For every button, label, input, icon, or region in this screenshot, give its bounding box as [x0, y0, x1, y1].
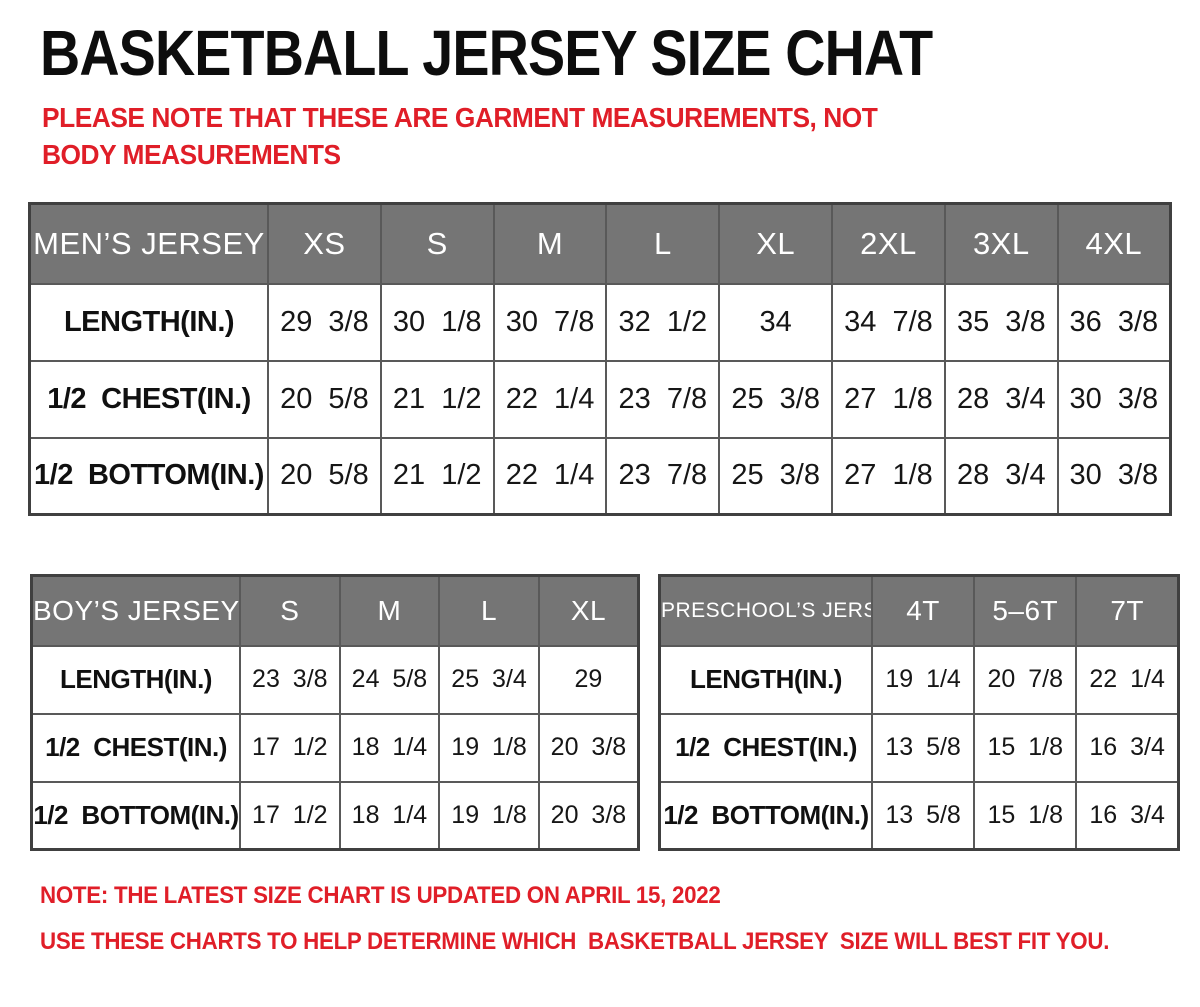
- size-value-cell: 35 3/8: [943, 282, 1059, 362]
- size-value-cell: 20 5/8: [267, 359, 382, 439]
- update-date-note: NOTE: THE LATEST SIZE CHART IS UPDATED O…: [40, 882, 721, 909]
- size-value-cell: 19 1/8: [438, 712, 540, 783]
- size-value-cell: 17 1/2: [239, 780, 341, 851]
- size-value-cell: 23 7/8: [605, 436, 721, 516]
- size-value-cell: 16 3/4: [1075, 780, 1180, 851]
- table-title: MEN’S JERSEY: [28, 202, 269, 285]
- boys-jersey-size-table: BOY’S JERSEY S M L XL LENGTH(IN.) 23 3/8 24 5/8…: [30, 574, 640, 851]
- size-value-cell: 18 1/4: [338, 712, 441, 783]
- size-value-cell: 19 1/8: [438, 780, 540, 851]
- size-value-cell: 32 1/2: [605, 282, 721, 362]
- size-value-cell: 34 7/8: [831, 282, 946, 362]
- size-value-cell: 19 1/4: [870, 644, 976, 715]
- size-value-cell: 15 1/8: [973, 712, 1078, 783]
- size-column-header: 4XL: [1056, 202, 1172, 285]
- size-value-cell: 20 7/8: [973, 644, 1078, 715]
- row-label: 1/2 CHEST(IN.): [28, 359, 269, 439]
- row-label: 1/2 BOTTOM(IN.): [30, 780, 241, 851]
- preschools-jersey-size-table: PRESCHOOL’S JERSEY4T5–6T7TLENGTH(IN.)19 …: [658, 574, 1180, 851]
- size-value-cell: 28 3/4: [943, 436, 1059, 516]
- size-value-cell: 29: [537, 644, 640, 715]
- size-value-cell: 20 3/8: [537, 780, 640, 851]
- size-column-header: 4T: [870, 574, 976, 647]
- size-column-header: XL: [537, 574, 640, 647]
- size-value-cell: 21 1/2: [379, 436, 495, 516]
- size-column-header: S: [379, 202, 495, 285]
- header-row: MEN’S JERSEY XS S M L XL 2XL 3XL 4XL: [28, 202, 1172, 285]
- size-value-cell: 15 1/8: [973, 780, 1078, 851]
- size-value-cell: 22 1/4: [492, 359, 608, 439]
- measurement-row: 1/2 BOTTOM(IN.) 13 5/8 15 1/8 16 3/4: [658, 780, 1180, 851]
- size-value-cell: 18 1/4: [338, 780, 441, 851]
- row-label: LENGTH(IN.): [658, 644, 873, 715]
- size-value-cell: 25 3/4: [438, 644, 540, 715]
- row-label: 1/2 CHEST(IN.): [658, 712, 873, 783]
- size-column-header: M: [492, 202, 608, 285]
- size-value-cell: 36 3/8: [1056, 282, 1172, 362]
- size-column-header: XL: [718, 202, 834, 285]
- measurement-row: LENGTH(IN.) 29 3/8 30 1/8 30 7/8 32 1/2 34 34 …: [28, 282, 1172, 362]
- size-value-cell: 25 3/8: [718, 359, 834, 439]
- size-value-cell: 25 3/8: [718, 436, 834, 516]
- page-title: BASKETBALL JERSEY SIZE CHAT: [40, 17, 933, 89]
- size-column-header: S: [239, 574, 341, 647]
- size-column-header: 7T: [1075, 574, 1180, 647]
- measurement-row: 1/2 CHEST(IN.) 17 1/2 18 1/4 19 1/8 20 3/8: [30, 712, 640, 783]
- size-value-cell: 30 1/8: [379, 282, 495, 362]
- size-value-cell: 22 1/4: [1075, 644, 1180, 715]
- fit-advice-note: USE THESE CHARTS TO HELP DETERMINE WHICH…: [40, 928, 1110, 955]
- size-value-cell: 20 5/8: [267, 436, 382, 516]
- size-value-cell: 20 3/8: [537, 712, 640, 783]
- size-value-cell: 17 1/2: [239, 712, 341, 783]
- size-value-cell: 27 1/8: [831, 359, 946, 439]
- row-label: 1/2 BOTTOM(IN.): [658, 780, 873, 851]
- table-title: BOY’S JERSEY: [30, 574, 241, 647]
- size-column-header: 5–6T: [973, 574, 1078, 647]
- size-value-cell: 30 7/8: [492, 282, 608, 362]
- size-column-header: M: [338, 574, 441, 647]
- size-value-cell: 34: [718, 282, 834, 362]
- size-value-cell: 13 5/8: [870, 712, 976, 783]
- measurement-row: 1/2 CHEST(IN.) 20 5/8 21 1/2 22 1/4 23 7/8 25…: [28, 359, 1172, 439]
- size-column-header: 2XL: [831, 202, 946, 285]
- size-column-header: L: [605, 202, 721, 285]
- row-label: 1/2 BOTTOM(IN.): [28, 436, 269, 516]
- size-value-cell: 23 7/8: [605, 359, 721, 439]
- measurement-row: 1/2 BOTTOM(IN.) 20 5/8 21 1/2 22 1/4 23 7/8 2…: [28, 436, 1172, 516]
- row-label: 1/2 CHEST(IN.): [30, 712, 241, 783]
- size-value-cell: 24 5/8: [338, 644, 441, 715]
- mens-jersey-size-table: MEN’S JERSEY XS S M L XL 2XL 3XL 4XL LENGTH(IN.) 2…: [28, 202, 1172, 516]
- size-value-cell: 30 3/8: [1056, 436, 1172, 516]
- size-value-cell: 21 1/2: [379, 359, 495, 439]
- size-value-cell: 27 1/8: [831, 436, 946, 516]
- size-column-header: L: [438, 574, 540, 647]
- header-row: BOY’S JERSEY S M L XL: [30, 574, 640, 647]
- measurement-row: 1/2 CHEST(IN.) 13 5/8 15 1/8 16 3/4: [658, 712, 1180, 783]
- size-value-cell: 23 3/8: [239, 644, 341, 715]
- size-column-header: 3XL: [943, 202, 1059, 285]
- measurement-row: LENGTH(IN.) 23 3/8 24 5/8 25 3/4 29: [30, 644, 640, 715]
- row-label: LENGTH(IN.): [28, 282, 269, 362]
- garment-measurement-note: PLEASE NOTE THAT THESE ARE GARMENT MEASU…: [42, 102, 878, 170]
- row-label: LENGTH(IN.): [30, 644, 241, 715]
- size-value-cell: 13 5/8: [870, 780, 976, 851]
- table-title: PRESCHOOL’S JERSEY: [658, 574, 873, 647]
- measurement-row: 1/2 BOTTOM(IN.) 17 1/2 18 1/4 19 1/8 20 3/8: [30, 780, 640, 851]
- measurement-row: LENGTH(IN.) 19 1/4 20 7/8 22 1/4: [658, 644, 1180, 715]
- size-value-cell: 22 1/4: [492, 436, 608, 516]
- size-value-cell: 29 3/8: [267, 282, 382, 362]
- size-value-cell: 16 3/4: [1075, 712, 1180, 783]
- size-value-cell: 30 3/8: [1056, 359, 1172, 439]
- size-column-header: XS: [267, 202, 382, 285]
- size-value-cell: 28 3/4: [943, 359, 1059, 439]
